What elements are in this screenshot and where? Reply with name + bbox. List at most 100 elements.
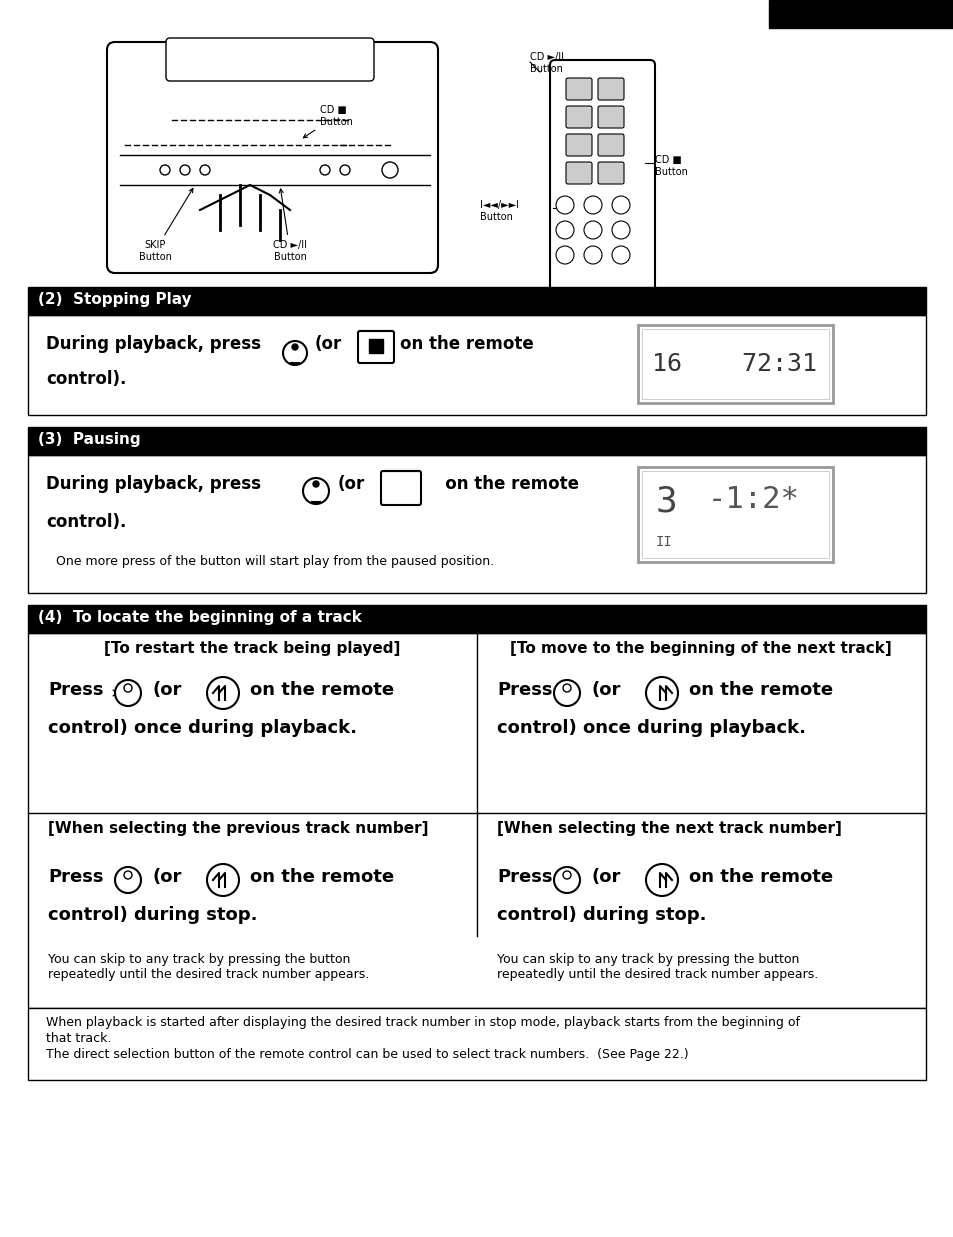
Text: You can skip to any track by pressing the button
repeatedly until the desired tr: You can skip to any track by pressing th… <box>497 952 818 981</box>
Bar <box>641 471 828 558</box>
Text: Press: Press <box>497 682 552 699</box>
Circle shape <box>556 221 574 239</box>
Text: Press: Press <box>497 868 552 886</box>
Circle shape <box>160 165 170 174</box>
Circle shape <box>180 165 190 174</box>
Text: on the remote: on the remote <box>688 682 832 699</box>
Circle shape <box>124 684 132 691</box>
FancyBboxPatch shape <box>598 162 623 184</box>
Bar <box>28 315 925 414</box>
Text: -1:2*: -1:2* <box>707 485 799 515</box>
Circle shape <box>612 246 629 263</box>
Text: (or: (or <box>592 682 620 699</box>
Circle shape <box>124 871 132 880</box>
Text: Press: Press <box>48 682 103 699</box>
Text: on the remote: on the remote <box>399 335 533 353</box>
Text: 3: 3 <box>656 485 677 520</box>
Text: During playback, press: During playback, press <box>46 475 261 494</box>
Text: SKIP
Button: SKIP Button <box>138 188 193 261</box>
Text: on the remote: on the remote <box>250 682 394 699</box>
Circle shape <box>583 221 601 239</box>
Text: I◄◄/►►I
Button: I◄◄/►►I Button <box>479 200 518 221</box>
FancyBboxPatch shape <box>598 106 623 127</box>
FancyBboxPatch shape <box>565 106 592 127</box>
Polygon shape <box>115 49 430 265</box>
Circle shape <box>645 677 678 709</box>
Text: (or: (or <box>592 868 620 886</box>
Bar <box>28 455 925 593</box>
Text: The direct selection button of the remote control can be used to select track nu: The direct selection button of the remot… <box>46 1048 688 1061</box>
Circle shape <box>292 344 297 350</box>
Text: control) once during playback.: control) once during playback. <box>48 719 356 737</box>
Circle shape <box>115 680 141 706</box>
Circle shape <box>200 165 210 174</box>
Text: (or: (or <box>152 868 182 886</box>
Circle shape <box>562 871 571 880</box>
Text: control) once during playback.: control) once during playback. <box>497 719 805 737</box>
Text: (3)  Pausing: (3) Pausing <box>38 432 140 447</box>
Text: on the remote: on the remote <box>688 868 832 886</box>
Text: ►►: ►► <box>562 878 576 884</box>
Text: CD ►/II
Button: CD ►/II Button <box>273 189 307 261</box>
Text: 6: 6 <box>618 224 623 233</box>
Circle shape <box>612 195 629 214</box>
Text: 8: 8 <box>590 249 595 259</box>
Text: Press: Press <box>48 868 103 886</box>
Text: that track.: that track. <box>46 1032 112 1045</box>
Text: ENGLISH: ENGLISH <box>822 4 898 19</box>
Circle shape <box>556 195 574 214</box>
Text: One more press of the button will start play from the paused position.: One more press of the button will start … <box>56 555 494 568</box>
Text: ►II: ►II <box>392 479 409 492</box>
Bar <box>369 339 382 353</box>
Text: 9: 9 <box>618 249 623 259</box>
Text: When playback is started after displaying the desired track number in stop mode,: When playback is started after displayin… <box>46 1016 800 1029</box>
Text: (or: (or <box>337 475 365 494</box>
Text: CD ■
Button: CD ■ Button <box>303 105 353 137</box>
Bar <box>641 329 828 400</box>
Circle shape <box>554 867 579 893</box>
Circle shape <box>303 477 329 503</box>
Circle shape <box>554 680 579 706</box>
Bar <box>28 287 925 315</box>
Bar <box>768 0 953 28</box>
Text: CD ►/II
Button: CD ►/II Button <box>530 52 563 73</box>
Circle shape <box>556 246 574 263</box>
Text: [To move to the beginning of the next track]: [To move to the beginning of the next tr… <box>510 641 891 656</box>
Text: on the remote: on the remote <box>428 475 578 494</box>
Text: 3: 3 <box>618 199 623 208</box>
Circle shape <box>645 863 678 896</box>
Circle shape <box>283 341 307 365</box>
Circle shape <box>319 165 330 174</box>
Text: (or: (or <box>314 335 342 353</box>
Text: 7: 7 <box>561 249 567 259</box>
Circle shape <box>115 867 141 893</box>
Text: (or: (or <box>152 682 182 699</box>
Text: (2)  Stopping Play: (2) Stopping Play <box>38 292 192 307</box>
Text: control) during stop.: control) during stop. <box>497 905 706 924</box>
FancyBboxPatch shape <box>598 134 623 156</box>
Text: (4)  To locate the beginning of a track: (4) To locate the beginning of a track <box>38 610 361 625</box>
Text: control).: control). <box>46 513 126 531</box>
Text: ◄◄: ◄◄ <box>120 691 131 696</box>
Circle shape <box>583 246 601 263</box>
Text: ■: ■ <box>292 360 297 365</box>
FancyBboxPatch shape <box>550 61 655 301</box>
Bar <box>28 427 925 455</box>
Circle shape <box>612 221 629 239</box>
Text: on the remote: on the remote <box>250 868 394 886</box>
Bar <box>28 1008 925 1080</box>
Text: You can skip to any track by pressing the button
repeatedly until the desired tr: You can skip to any track by pressing th… <box>48 952 369 981</box>
Text: 1: 1 <box>561 199 567 208</box>
FancyBboxPatch shape <box>380 471 420 505</box>
FancyBboxPatch shape <box>565 78 592 100</box>
FancyBboxPatch shape <box>598 78 623 100</box>
Bar <box>638 325 832 403</box>
Text: CD ■
Button: CD ■ Button <box>655 155 687 177</box>
Circle shape <box>562 684 571 691</box>
Circle shape <box>583 195 601 214</box>
FancyBboxPatch shape <box>107 42 437 273</box>
Circle shape <box>381 162 397 178</box>
Text: ►II: ►II <box>307 497 316 503</box>
Text: 5: 5 <box>590 224 595 233</box>
Text: control) during stop.: control) during stop. <box>48 905 257 924</box>
